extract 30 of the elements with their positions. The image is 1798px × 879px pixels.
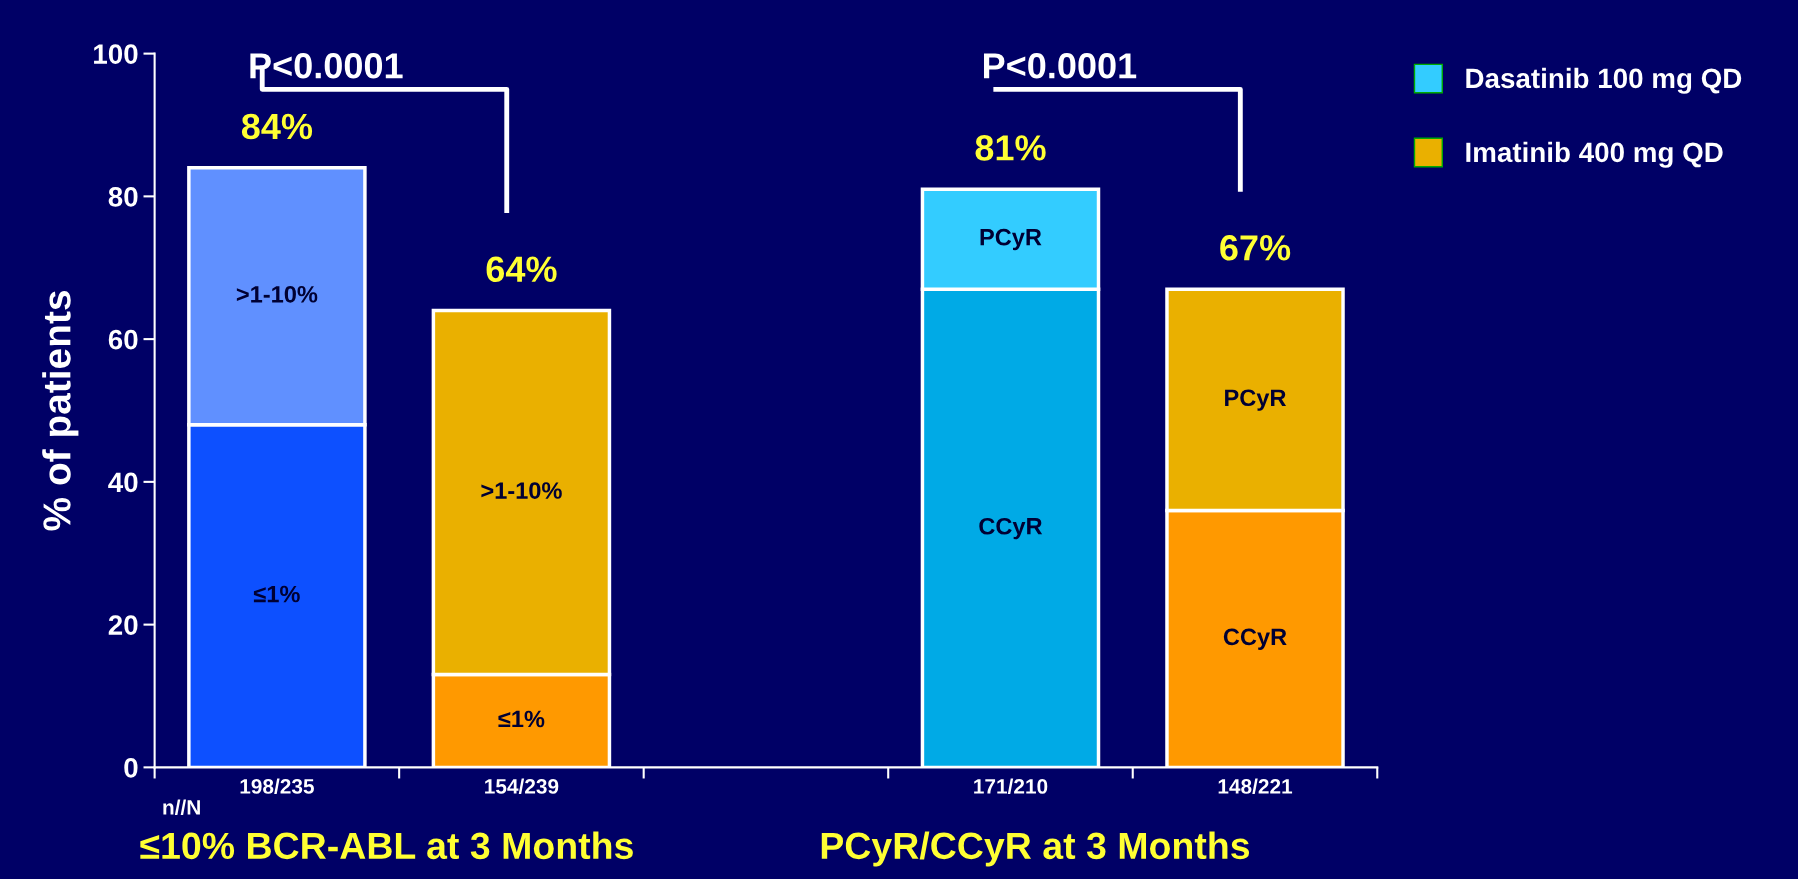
y-tick-label: 80: [108, 187, 138, 207]
text: Imatinib 400 mg QD: [1466, 141, 1723, 168]
annotation: P<0.0001: [250, 53, 403, 79]
y-tick-label: 60: [108, 329, 138, 350]
annotation: PCyR: [1225, 389, 1287, 411]
x-tick-label: 148/221: [1218, 778, 1293, 794]
y-tick-label: 40: [108, 472, 138, 493]
annotation: >1-10%: [481, 482, 562, 499]
text: n//N: [163, 799, 200, 815]
annotation: >1-10%: [236, 285, 318, 303]
total-label: 67%: [1220, 235, 1291, 261]
annotation: ≤1%: [253, 585, 300, 603]
x-tick-label: 198/235: [240, 778, 314, 794]
y-tick-label: 0: [124, 758, 138, 778]
total-label: 64%: [486, 256, 557, 283]
text: ≤10% BCR-ABL at 3 Months: [140, 831, 633, 860]
annotation: ≤1%: [498, 710, 545, 728]
annotation: CCyR: [1223, 628, 1287, 650]
y-tick-label: 20: [108, 615, 138, 635]
text: PCyR/CCyR at 3 Months: [821, 831, 1250, 867]
y-tick-label: 100: [94, 44, 138, 64]
x-tick-label: 154/239: [485, 778, 559, 794]
annotation: CCyR: [979, 517, 1043, 540]
annotation: P<0.0001: [983, 53, 1137, 79]
total-label: 81%: [975, 135, 1046, 161]
x-tick-label: 171/210: [974, 778, 1048, 794]
total-label: 84%: [241, 113, 313, 140]
text: Dasatinib 100 mg QD: [1466, 67, 1742, 94]
annotation: PCyR: [980, 228, 1042, 251]
y-axis-title: % of patients: [42, 291, 79, 531]
